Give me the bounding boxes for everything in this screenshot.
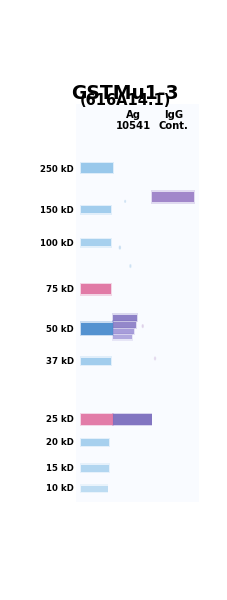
Bar <box>113 415 152 425</box>
Bar <box>81 239 111 247</box>
Bar <box>151 190 195 203</box>
Text: 150 kD: 150 kD <box>40 206 74 215</box>
Text: 75 kD: 75 kD <box>46 284 74 293</box>
Text: 25 kD: 25 kD <box>46 415 74 424</box>
Bar <box>80 283 112 296</box>
Bar <box>80 238 112 248</box>
Bar <box>112 327 135 335</box>
Text: 50 kD: 50 kD <box>46 325 74 334</box>
Text: 100 kD: 100 kD <box>40 239 74 248</box>
Bar <box>81 163 113 173</box>
Circle shape <box>125 200 126 202</box>
Bar <box>80 437 110 448</box>
Bar <box>81 439 109 446</box>
Text: 10 kD: 10 kD <box>46 484 74 493</box>
Bar <box>80 413 114 426</box>
Bar <box>80 463 110 473</box>
Bar <box>80 162 114 174</box>
Circle shape <box>130 265 131 268</box>
Bar <box>113 329 134 334</box>
Bar <box>80 205 112 215</box>
Bar <box>80 356 112 366</box>
Bar <box>76 104 199 502</box>
Text: IgG
Cont.: IgG Cont. <box>159 110 188 131</box>
Bar <box>81 206 111 214</box>
Bar <box>81 358 111 365</box>
Text: Ag
10541: Ag 10541 <box>115 110 151 131</box>
Bar <box>112 413 152 426</box>
Bar <box>113 322 136 328</box>
Text: 20 kD: 20 kD <box>46 438 74 447</box>
Bar <box>112 334 133 341</box>
Text: 15 kD: 15 kD <box>46 464 74 473</box>
Text: 250 kD: 250 kD <box>40 164 74 173</box>
Bar <box>80 322 114 336</box>
Bar <box>112 320 137 329</box>
Text: 37 kD: 37 kD <box>46 357 74 366</box>
Text: (616A14.1): (616A14.1) <box>79 93 171 108</box>
Bar <box>81 284 111 294</box>
Bar <box>81 323 113 335</box>
Text: GSTMu1-3: GSTMu1-3 <box>71 83 179 103</box>
Circle shape <box>119 246 120 249</box>
Circle shape <box>142 325 143 328</box>
Bar <box>80 484 109 493</box>
Bar <box>81 486 108 492</box>
Bar <box>152 191 194 202</box>
Bar <box>113 335 132 340</box>
Bar <box>113 314 138 321</box>
Bar <box>81 464 109 472</box>
Bar <box>81 415 113 425</box>
Bar <box>112 313 138 322</box>
